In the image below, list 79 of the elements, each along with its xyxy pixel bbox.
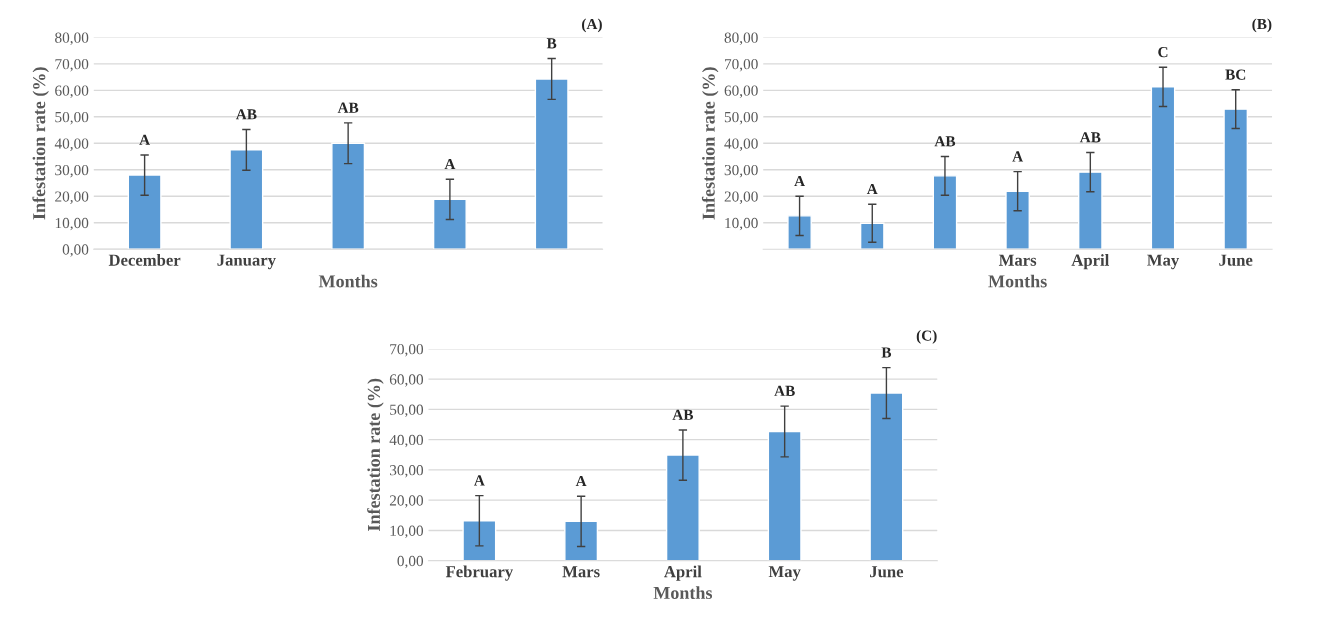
annotation: C xyxy=(1158,46,1168,58)
y-tick-label: 80,00 xyxy=(724,32,758,46)
bar xyxy=(665,454,700,561)
y-tick-label: 0,00 xyxy=(397,555,424,569)
bar xyxy=(1150,86,1176,250)
bar xyxy=(787,215,812,250)
y-tick-label: 40,00 xyxy=(389,434,424,448)
x-axis-title: Months xyxy=(653,586,713,599)
annotation: A xyxy=(139,134,151,145)
y-tick-label: 60,00 xyxy=(724,85,758,98)
bar xyxy=(534,78,569,250)
x-tick-label: May xyxy=(768,566,801,581)
x-tick-label: December xyxy=(108,254,181,266)
x-tick-label: February xyxy=(445,565,513,581)
annotation: AB xyxy=(235,109,257,120)
y-tick-label: 50,00 xyxy=(724,111,758,125)
annotation: A xyxy=(866,183,878,194)
x-tick-label: Mars xyxy=(562,566,600,578)
y-tick-label: 30,00 xyxy=(724,164,758,178)
y-tick-label: 50,00 xyxy=(390,404,424,418)
y-tick-label: 50,00 xyxy=(55,111,89,125)
y-tick-label: 30,00 xyxy=(55,164,89,178)
y-axis-title: Infestation rate (%) xyxy=(701,67,719,220)
chart-title: (B) xyxy=(1252,18,1272,33)
bar xyxy=(331,142,366,250)
y-tick-label: 10,00 xyxy=(55,217,89,231)
annotation: A xyxy=(444,159,456,170)
y-axis-title: Infestation rate (%) xyxy=(32,67,49,220)
y-tick-label: 60,00 xyxy=(389,374,424,387)
annotation: AB xyxy=(934,136,956,147)
y-tick-label: 80,00 xyxy=(55,32,89,46)
x-tick-label: May xyxy=(1147,254,1180,270)
y-tick-label: 20,00 xyxy=(55,191,89,204)
bar xyxy=(932,175,958,250)
bar xyxy=(127,174,162,250)
bar xyxy=(462,520,497,561)
x-tick-label: June xyxy=(870,566,904,578)
y-tick-label: 0,00 xyxy=(62,244,89,257)
y-tick-label: 70,00 xyxy=(55,59,89,72)
annotation: B xyxy=(881,347,892,358)
bar xyxy=(1223,108,1249,250)
bar xyxy=(229,149,264,250)
x-tick-label: April xyxy=(1071,254,1110,270)
bar xyxy=(432,198,467,250)
y-tick-label: 10,00 xyxy=(725,217,758,231)
y-axis-title: Infestation rate (%) xyxy=(367,378,384,531)
x-tick-label: January xyxy=(217,254,276,270)
x-tick-label: Mars xyxy=(998,254,1037,266)
y-tick-label: 70,00 xyxy=(390,344,424,357)
y-tick-label: 60,00 xyxy=(55,85,89,98)
annotation: A xyxy=(794,175,805,187)
annotation: AB xyxy=(337,102,359,113)
y-tick-label: 70,00 xyxy=(725,59,758,72)
y-tick-label: 20,00 xyxy=(389,495,424,508)
annotation: BC xyxy=(1225,69,1246,80)
bar xyxy=(767,430,802,561)
bar xyxy=(1005,190,1030,250)
chart-title: (C) xyxy=(916,329,937,344)
bar xyxy=(859,222,885,250)
y-tick-label: 20,00 xyxy=(724,191,758,204)
annotation: A xyxy=(474,475,485,486)
y-tick-label: 40,00 xyxy=(724,138,758,151)
annotation: B xyxy=(546,38,557,49)
x-tick-label: June xyxy=(1219,254,1253,266)
x-axis-title: Months xyxy=(988,274,1047,288)
bar xyxy=(869,392,904,561)
annotation: AB xyxy=(672,409,694,420)
bar xyxy=(1078,171,1103,250)
y-tick-label: 40,00 xyxy=(54,138,89,151)
y-tick-label: 30,00 xyxy=(389,465,424,478)
annotation: AB xyxy=(1079,132,1101,143)
y-tick-label: 10,00 xyxy=(390,525,424,539)
x-tick-label: April xyxy=(664,565,702,581)
annotation: AB xyxy=(774,385,795,396)
chart-title: (A) xyxy=(582,18,602,33)
annotation: A xyxy=(575,475,587,487)
bar xyxy=(564,520,599,561)
annotation: A xyxy=(1012,151,1024,162)
x-axis-title: Months xyxy=(318,274,378,288)
